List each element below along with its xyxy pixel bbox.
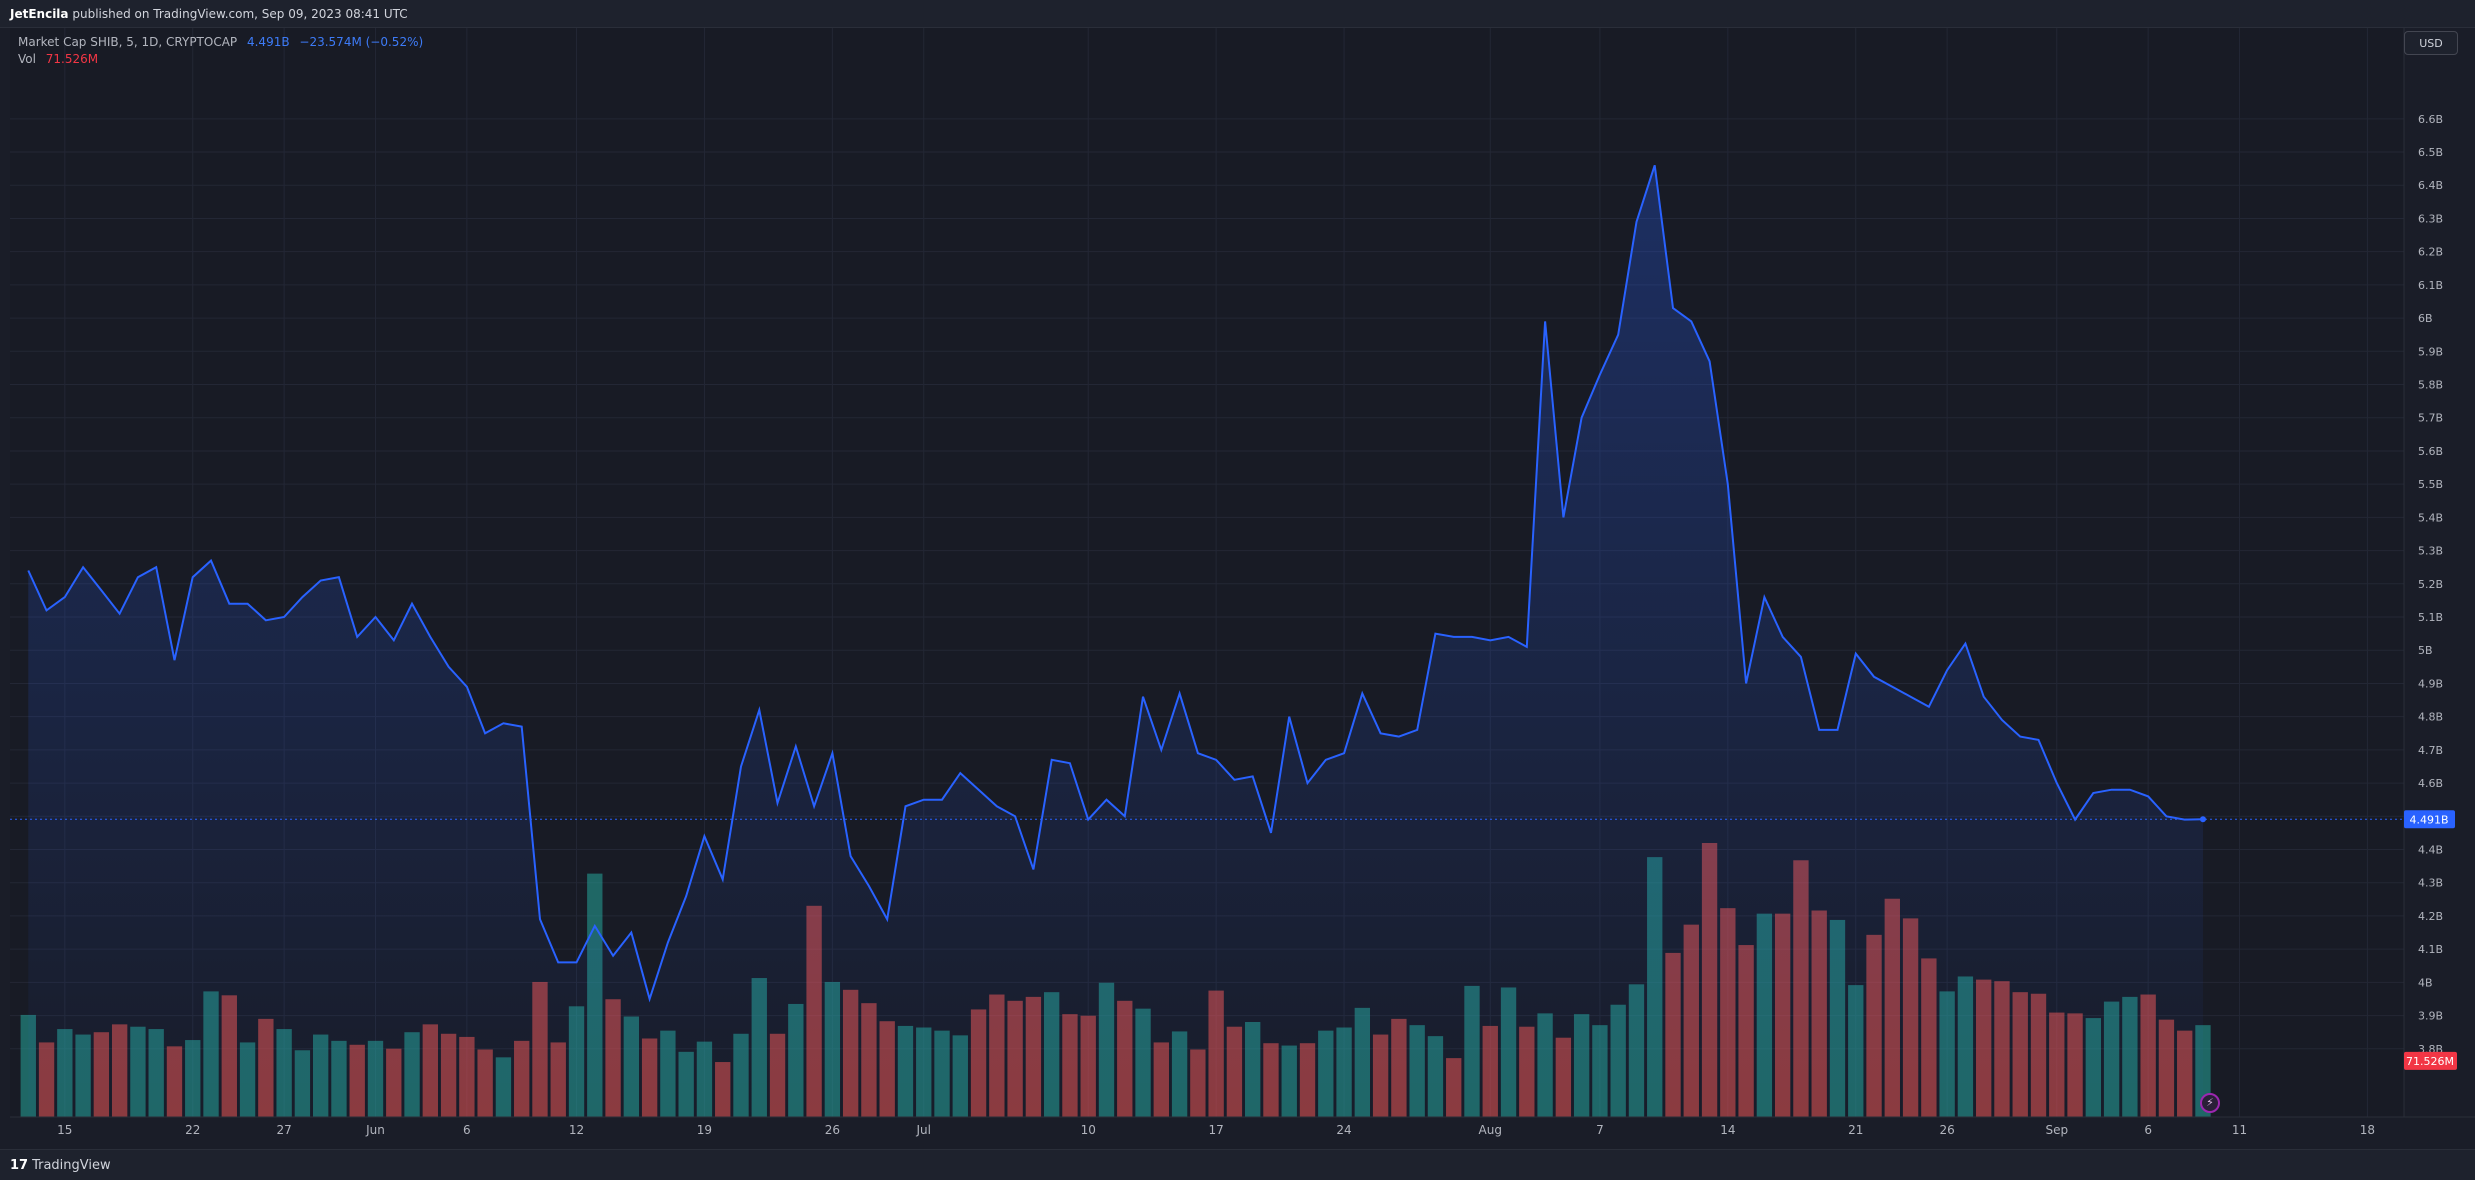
y-tick-label: 5.9B [2418, 345, 2443, 358]
last-price-point [2199, 816, 2206, 823]
x-tick-label: Aug [1479, 1123, 1502, 1137]
tradingview-logo-icon: 17 [10, 1158, 29, 1173]
y-tick-label: 6.2B [2418, 246, 2443, 259]
y-tick-label: 4.8B [2418, 711, 2443, 724]
x-tick-label: 7 [1596, 1123, 1604, 1137]
x-tick-label: 27 [276, 1123, 291, 1137]
lightning-bolt-icon[interactable]: ⚡ [2200, 1093, 2220, 1113]
y-tick-label: 5B [2418, 644, 2433, 657]
x-tick-label: 11 [2232, 1123, 2247, 1137]
publisher-bar: JetEncila published on TradingView.com, … [0, 0, 2475, 28]
x-tick-label: 10 [1081, 1123, 1096, 1137]
x-tick-label: 21 [1848, 1123, 1863, 1137]
market-cap-area [28, 165, 2203, 1118]
y-tick-label: 5.4B [2418, 511, 2443, 524]
y-tick-label: 5.1B [2418, 611, 2443, 624]
legend-change: −23.574M (−0.52%) [299, 35, 424, 49]
y-tick-label: 5.6B [2418, 445, 2443, 458]
brand-name: TradingView [32, 1158, 111, 1173]
publisher-info: JetEncila published on TradingView.com, … [10, 7, 408, 21]
chart-legend: Market Cap SHIB, 5, 1D, CRYPTOCAP 4.491B… [18, 34, 423, 68]
y-tick-label: 5.7B [2418, 412, 2443, 425]
x-tick-label: 14 [1720, 1123, 1735, 1137]
y-tick-label: 4.6B [2418, 777, 2443, 790]
last-price-badge-bg [2404, 810, 2455, 829]
y-tick-label: 4.7B [2418, 744, 2443, 757]
legend-last-value: 4.491B [246, 35, 290, 49]
x-tick-label: 26 [1939, 1123, 1954, 1137]
x-tick-label: Jun [365, 1123, 385, 1137]
y-tick-label: 3.9B [2418, 1010, 2443, 1023]
last-volume-badge-bg [2404, 1051, 2457, 1070]
legend-volume-label[interactable]: Vol [18, 52, 36, 66]
y-tick-label: 4.1B [2418, 943, 2443, 956]
legend-volume-value: 71.526M [45, 52, 99, 66]
y-tick-label: 4.3B [2418, 877, 2443, 890]
x-tick-label: Jul [915, 1123, 930, 1137]
price-scale[interactable]: 6.6B 6.5B 6.4B 6.3B 6.2B 6.1B 6B 5.9B 5.8B 5.7B 5.… [2418, 113, 2443, 1056]
x-tick-label: 17 [1208, 1123, 1223, 1137]
x-tick-label: 6 [2144, 1123, 2152, 1137]
x-tick-label: 12 [569, 1123, 584, 1137]
y-tick-label: 5.2B [2418, 578, 2443, 591]
publish-info: published on TradingView.com, Sep 09, 20… [72, 7, 408, 21]
y-tick-label: 5.3B [2418, 545, 2443, 558]
x-tick-label: 18 [2360, 1123, 2375, 1137]
y-tick-label: 6.4B [2418, 179, 2443, 192]
y-tick-label: 5.5B [2418, 478, 2443, 491]
legend-series-row[interactable]: Market Cap SHIB, 5, 1D, CRYPTOCAP 4.491B… [18, 34, 423, 51]
price-chart[interactable]: 6.6B 6.5B 6.4B 6.3B 6.2B 6.1B 6B 5.9B 5.8B 5.7B 5.… [0, 28, 2475, 1149]
y-tick-label: 6.3B [2418, 212, 2443, 225]
legend-volume-row[interactable]: Vol 71.526M [18, 51, 423, 68]
last-price-badge: 4.491B [2409, 813, 2448, 826]
x-tick-label: 15 [57, 1123, 72, 1137]
x-tick-label: Sep [2045, 1123, 2068, 1137]
y-tick-label: 4.4B [2418, 844, 2443, 857]
y-tick-label: 6.1B [2418, 279, 2443, 292]
time-scale[interactable]: 15 22 27 Jun 6 12 19 26 Jul 10 17 24 Aug 7 14 21 26 Sep 6 1… [57, 1123, 2375, 1137]
y-tick-label: 4.2B [2418, 910, 2443, 923]
tradingview-logo[interactable]: 17 TradingView [10, 1158, 111, 1173]
y-tick-label: 5.8B [2418, 379, 2443, 392]
y-tick-label: 6B [2418, 312, 2433, 325]
x-tick-label: 26 [825, 1123, 840, 1137]
y-tick-label: 4.9B [2418, 677, 2443, 690]
y-tick-label: 6.5B [2418, 146, 2443, 159]
publisher-name[interactable]: JetEncila [10, 7, 69, 21]
x-tick-label: 22 [185, 1123, 200, 1137]
footer-bar: 17 TradingView [0, 1149, 2475, 1180]
legend-symbol[interactable]: Market Cap SHIB, 5, 1D, CRYPTOCAP [18, 35, 238, 49]
market-cap-line [27, 164, 2204, 1003]
y-tick-label: 6.6B [2418, 113, 2443, 126]
last-volume-badge: 71.526M [2406, 1055, 2454, 1068]
y-tick-label: 4B [2418, 976, 2433, 989]
x-tick-label: 24 [1336, 1123, 1351, 1137]
currency-button[interactable]: USD [2404, 31, 2458, 55]
x-tick-label: 6 [463, 1123, 471, 1137]
x-tick-label: 19 [697, 1123, 712, 1137]
